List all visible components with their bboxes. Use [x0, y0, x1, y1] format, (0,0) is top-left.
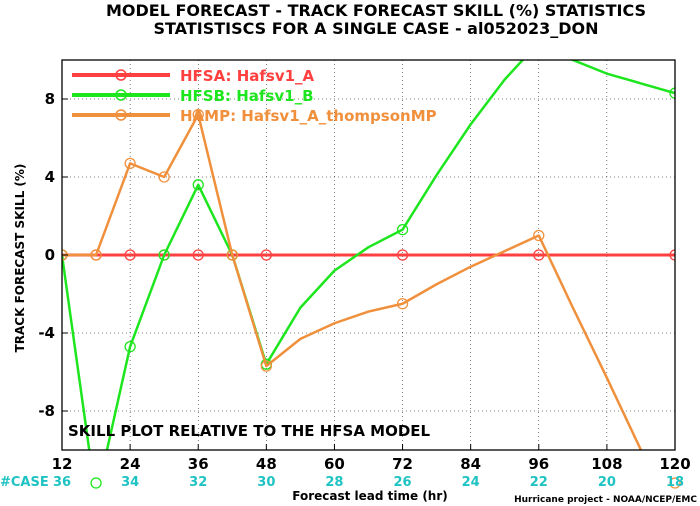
annotation-text: SKILL PLOT RELATIVE TO THE HFSA MODEL — [68, 422, 431, 440]
credit-text: Hurricane project - NOAA/NCEP/EMC — [514, 495, 697, 505]
series-point — [124, 157, 136, 170]
x-axis-label: Forecast lead time (hr) — [292, 489, 448, 503]
y-tick-label: 4 — [45, 168, 55, 186]
series-point — [669, 87, 675, 99]
series-point — [260, 249, 272, 261]
series-line — [62, 60, 675, 450]
legend-label: HFSB: Hafsv1_B — [180, 87, 314, 105]
series-point — [669, 249, 675, 261]
case-count-value: 32 — [189, 475, 207, 490]
case-count-value: 28 — [325, 475, 343, 490]
case-counts: 36 34 32 30 28 26 24 22 20 18 — [53, 475, 684, 490]
series-point — [192, 249, 204, 261]
y-axis-label: TRACK FORECAST SKILL (%) — [13, 164, 27, 353]
series-point — [260, 360, 272, 372]
case-count-value: 18 — [666, 475, 684, 490]
legend-label: HAMP: Hafsv1_A_thompsonMP — [180, 107, 437, 125]
case-count-value: 34 — [121, 475, 139, 490]
grid — [62, 60, 675, 450]
series-point — [192, 108, 204, 121]
x-tick-label: 60 — [324, 455, 345, 473]
y-tick-label: -4 — [38, 324, 55, 342]
series-point — [158, 171, 170, 183]
series-point — [124, 340, 136, 353]
case-count-value: 20 — [598, 475, 616, 490]
series-point — [533, 229, 545, 242]
series-line — [62, 113, 643, 450]
x-tick-label: 48 — [256, 455, 277, 473]
y-tick-label: 0 — [45, 246, 55, 264]
case-count-value: 30 — [257, 475, 275, 490]
legend-label: HFSA: Hafsv1_A — [180, 67, 315, 85]
series-point — [158, 249, 170, 261]
series-point — [396, 249, 409, 261]
legend-marker — [115, 69, 127, 81]
legend: HFSA: Hafsv1_A HFSB: Hafsv1_B HAMP: Hafsv1… — [72, 67, 437, 125]
series-point — [226, 249, 238, 261]
series-point — [192, 179, 204, 191]
x-tick-label: 12 — [52, 455, 73, 473]
case-count-value: 22 — [530, 475, 548, 490]
case-count-value: 24 — [462, 475, 480, 490]
x-tick-label: 84 — [460, 455, 481, 473]
x-tick-label: 36 — [188, 455, 209, 473]
case-count-label: #CASE — [0, 475, 49, 490]
series-point — [90, 249, 102, 261]
series-point — [396, 223, 409, 236]
series-point — [396, 298, 409, 310]
x-tick-label: 96 — [528, 455, 549, 473]
series-point — [669, 477, 681, 489]
series-point — [90, 477, 102, 489]
y-tick-label: -8 — [38, 402, 55, 420]
legend-marker — [115, 89, 127, 101]
series-layer — [62, 60, 675, 450]
legend-marker — [115, 109, 127, 121]
series-point — [124, 249, 136, 261]
chart-subtitle: STATISTISCS FOR A SINGLE CASE - al052023… — [153, 19, 598, 38]
case-count-value: 26 — [394, 475, 412, 490]
outside-markers — [90, 477, 681, 489]
series-point — [533, 249, 545, 261]
case-count-value: 36 — [53, 475, 71, 490]
x-tick-label: 120 — [659, 455, 690, 473]
x-tick-label: 24 — [120, 455, 141, 473]
x-tick-label: 108 — [591, 455, 622, 473]
x-tick-label: 72 — [392, 455, 413, 473]
chart-title: MODEL FORECAST - TRACK FORECAST SKILL (%… — [106, 1, 646, 20]
y-tick-label: 8 — [45, 90, 55, 108]
